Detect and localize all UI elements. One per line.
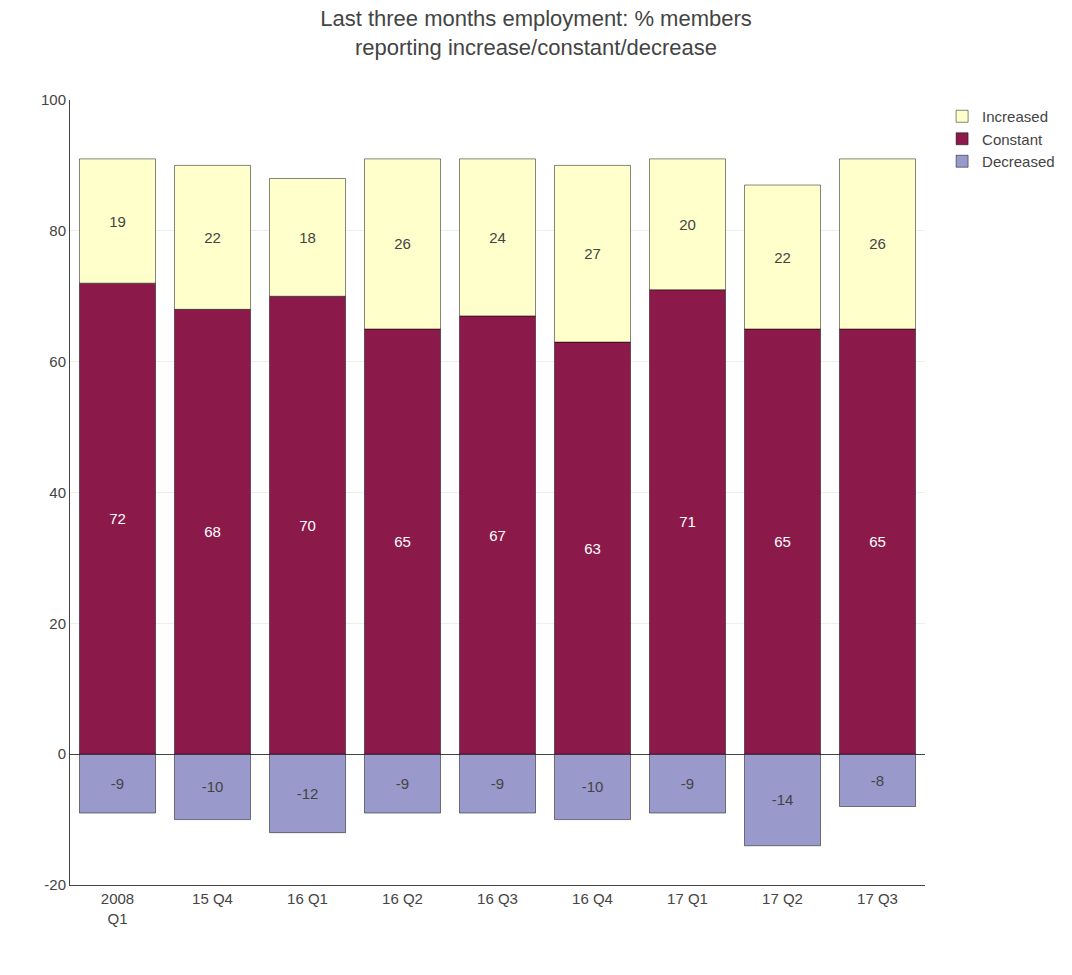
svg-text:17 Q3: 17 Q3 — [857, 890, 898, 907]
svg-text:65: 65 — [774, 533, 791, 550]
svg-text:63: 63 — [584, 540, 601, 557]
svg-text:2008Q1: 2008Q1 — [101, 890, 134, 927]
svg-text:65: 65 — [394, 533, 411, 550]
svg-text:17 Q2: 17 Q2 — [762, 890, 803, 907]
svg-text:20: 20 — [49, 615, 66, 632]
svg-text:-9: -9 — [681, 775, 694, 792]
svg-text:68: 68 — [204, 523, 221, 540]
svg-text:-14: -14 — [772, 791, 794, 808]
svg-text:-9: -9 — [111, 775, 124, 792]
svg-text:22: 22 — [204, 229, 221, 246]
svg-text:20: 20 — [679, 216, 696, 233]
svg-text:Constant: Constant — [982, 131, 1043, 148]
svg-text:72: 72 — [109, 510, 126, 527]
svg-text:16 Q3: 16 Q3 — [477, 890, 518, 907]
svg-text:27: 27 — [584, 245, 601, 262]
svg-text:Decreased: Decreased — [982, 153, 1055, 170]
svg-text:70: 70 — [299, 517, 316, 534]
svg-text:16 Q1: 16 Q1 — [287, 890, 328, 907]
svg-text:19: 19 — [109, 213, 126, 230]
svg-text:-10: -10 — [582, 778, 604, 795]
svg-text:-10: -10 — [202, 778, 224, 795]
svg-text:Last three months employment:: Last three months employment: % membersr… — [320, 6, 752, 60]
svg-text:60: 60 — [49, 353, 66, 370]
svg-text:65: 65 — [869, 533, 886, 550]
svg-text:24: 24 — [489, 229, 506, 246]
svg-text:16 Q4: 16 Q4 — [572, 890, 613, 907]
svg-text:-9: -9 — [396, 775, 409, 792]
svg-text:22: 22 — [774, 249, 791, 266]
svg-text:71: 71 — [679, 513, 696, 530]
svg-text:17 Q1: 17 Q1 — [667, 890, 708, 907]
svg-text:-12: -12 — [297, 785, 319, 802]
svg-text:0: 0 — [58, 745, 66, 762]
svg-text:-8: -8 — [871, 772, 884, 789]
svg-text:Increased: Increased — [982, 108, 1048, 125]
svg-text:67: 67 — [489, 527, 506, 544]
svg-text:26: 26 — [869, 235, 886, 252]
svg-text:26: 26 — [394, 235, 411, 252]
svg-text:100: 100 — [41, 91, 66, 108]
svg-text:15 Q4: 15 Q4 — [192, 890, 233, 907]
svg-text:18: 18 — [299, 229, 316, 246]
svg-text:80: 80 — [49, 222, 66, 239]
svg-text:40: 40 — [49, 484, 66, 501]
svg-text:-9: -9 — [491, 775, 504, 792]
svg-text:16 Q2: 16 Q2 — [382, 890, 423, 907]
svg-text:-20: -20 — [44, 876, 66, 893]
